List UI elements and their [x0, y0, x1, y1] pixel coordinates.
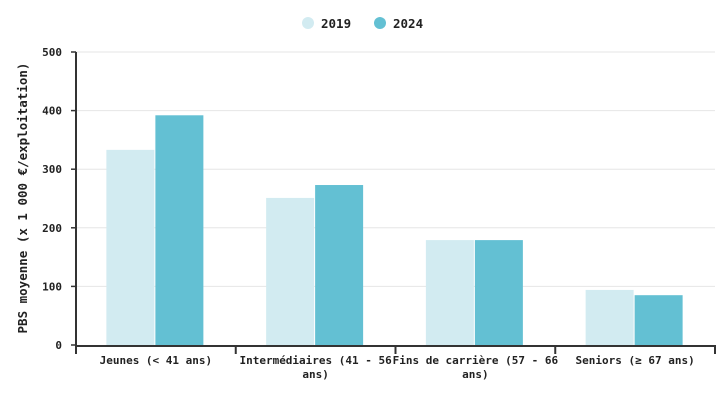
x-tick-label: Fins de carrière (57 - 66 — [393, 354, 559, 367]
bar-2019 — [106, 149, 155, 345]
bars — [106, 115, 683, 346]
y-tick-label: 500 — [42, 46, 62, 59]
bar-2024 — [155, 115, 204, 346]
legend-label-2019: 2019 — [321, 16, 351, 31]
y-tick-label: 100 — [42, 280, 62, 293]
bar-2024 — [315, 185, 364, 345]
y-tick-label: 300 — [42, 163, 62, 176]
legend: 2019 2024 — [302, 16, 423, 31]
x-tick-label: ans) — [302, 368, 329, 381]
y-tick-label: 400 — [42, 105, 62, 118]
legend-label-2024: 2024 — [393, 16, 423, 31]
y-tick-label: 200 — [42, 222, 62, 235]
x-tick-label: Intermédiaires (41 - 56 — [239, 354, 392, 367]
y-axis-label: PBS moyenne (x 1 000 €/exploitation) — [15, 63, 30, 334]
bar-2019 — [266, 197, 315, 345]
y-tick-label: 0 — [55, 339, 62, 352]
bar-2024 — [474, 240, 523, 345]
x-tick-label: Seniors (≥ 67 ans) — [576, 354, 695, 367]
bar-2019 — [585, 289, 634, 345]
legend-marker-2019 — [302, 17, 314, 29]
bar-2024 — [634, 295, 683, 345]
bar-2019 — [425, 240, 474, 345]
axes: 0 100 200 300 400 500 Jeunes (< 41 ans) Intermé… — [42, 46, 716, 381]
x-tick-label: Jeunes (< 41 ans) — [100, 354, 213, 367]
x-tick-label: ans) — [462, 368, 489, 381]
legend-marker-2024 — [374, 17, 386, 29]
